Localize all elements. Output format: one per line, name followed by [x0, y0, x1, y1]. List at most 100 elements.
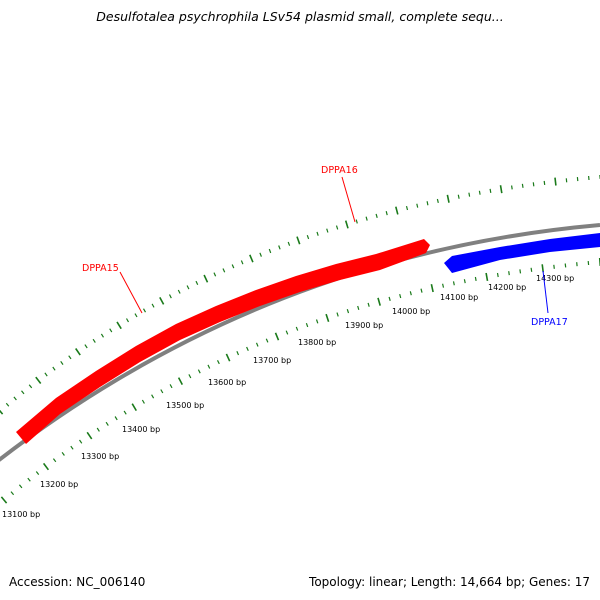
inner-tick-minor: [530, 267, 533, 272]
outer-tick-minor: [134, 313, 138, 318]
gene-label-dppa16[interactable]: DPPA16: [321, 165, 358, 176]
inner-tick-ring: [0, 257, 600, 504]
inner-tick-major: [0, 496, 8, 504]
outer-tick-minor: [213, 272, 217, 277]
ruler-label: 13600 bp: [208, 378, 246, 387]
outer-tick-minor: [28, 384, 33, 389]
inner-tick-minor: [357, 305, 360, 310]
outer-tick-major: [203, 274, 209, 283]
outer-tick-minor: [468, 192, 471, 197]
inner-tick-minor: [35, 471, 40, 475]
genome-summary-text: Topology: linear; Length: 14,664 bp; Gen…: [309, 575, 590, 589]
outer-tick-minor: [326, 228, 329, 233]
outer-tick-major: [249, 254, 254, 263]
map-title: Desulfotalea psychrophila LSv54 plasmid …: [96, 9, 504, 24]
inner-tick-minor: [197, 369, 201, 374]
gene-labels: DPPA15 DPPA16 DPPA17: [82, 165, 568, 328]
inner-tick-minor: [96, 427, 100, 432]
inner-tick-minor: [265, 338, 269, 343]
outer-tick-minor: [109, 328, 113, 333]
outer-tick-minor: [177, 289, 181, 294]
inner-tick-minor: [246, 346, 249, 351]
outer-tick-major: [116, 321, 122, 330]
outer-tick-minor: [151, 303, 155, 308]
inner-tick-major: [325, 313, 330, 322]
outer-tick-minor: [355, 219, 358, 224]
inner-tick-minor: [409, 291, 412, 296]
gene-arrow-dppa17[interactable]: [444, 233, 600, 273]
outer-tick-minor: [240, 260, 244, 265]
outer-tick-minor: [21, 390, 25, 395]
inner-tick-minor: [70, 445, 74, 450]
outer-tick-minor: [125, 318, 130, 323]
outer-tick-minor: [60, 360, 64, 365]
outer-tick-minor: [436, 198, 439, 204]
inner-tick-major: [177, 377, 184, 385]
inner-tick-minor: [305, 323, 309, 328]
outer-tick-minor: [385, 211, 388, 216]
inner-tick-minor: [18, 484, 23, 489]
inner-tick-minor: [474, 276, 477, 282]
ruler-label: 13200 bp: [40, 480, 78, 489]
ruler-label: 13900 bp: [345, 321, 383, 330]
backbone-track: [0, 223, 600, 462]
ruler-labels: 13100 bp 13200 bp 13300 bp 13400 bp 13500 bp…: [2, 274, 574, 519]
inner-tick-minor: [255, 342, 259, 347]
outer-tick-minor: [100, 333, 105, 338]
inner-tick-minor: [564, 263, 567, 268]
outer-tick-major: [35, 376, 42, 384]
inner-tick-minor: [285, 330, 289, 335]
inner-tick-major: [274, 332, 280, 341]
outer-tick-minor: [52, 366, 56, 371]
outer-tick-major: [499, 185, 503, 194]
outer-tick-minor: [84, 344, 88, 349]
inner-tick-minor: [295, 326, 299, 331]
outer-tick-minor: [478, 190, 481, 195]
outer-tick-minor: [13, 396, 17, 401]
outer-tick-minor: [306, 235, 310, 240]
inner-tick-major: [225, 353, 231, 362]
inner-tick-minor: [114, 416, 118, 421]
outer-tick-minor: [375, 213, 378, 218]
inner-tick-major: [430, 284, 434, 293]
gene-label-dppa17[interactable]: DPPA17: [531, 317, 568, 328]
inner-tick-minor: [367, 302, 370, 307]
inner-tick-minor: [79, 439, 83, 444]
ruler-label: 13100 bp: [2, 510, 40, 519]
outer-tick-minor: [222, 268, 226, 273]
inner-tick-minor: [141, 399, 145, 404]
ruler-label: 13300 bp: [81, 452, 119, 461]
outer-tick-minor: [543, 180, 546, 185]
inner-tick-minor: [519, 269, 522, 274]
inner-tick-minor: [496, 272, 499, 278]
ruler-label: 13800 bp: [298, 338, 336, 347]
gene-arrow-dppa15-dppa16[interactable]: [16, 239, 430, 444]
dppa15-label-leader: [119, 271, 143, 314]
inner-tick-minor: [52, 458, 57, 463]
accession-text: Accession: NC_006140: [9, 575, 146, 589]
outer-tick-minor: [287, 241, 291, 246]
outer-tick-minor: [142, 308, 147, 313]
inner-tick-minor: [27, 477, 31, 482]
outer-tick-minor: [426, 201, 429, 206]
ruler-label: 14100 bp: [440, 293, 478, 302]
dppa16-label-leader: [341, 176, 356, 223]
outer-tick-major: [395, 206, 399, 215]
inner-tick-minor: [553, 264, 555, 269]
inner-tick-major: [131, 403, 137, 412]
outer-tick-major: [344, 220, 349, 229]
gene-label-dppa15[interactable]: DPPA15: [82, 263, 119, 274]
outer-tick-minor: [5, 402, 10, 407]
ruler-label: 13700 bp: [253, 356, 291, 365]
inner-tick-minor: [315, 319, 319, 324]
outer-tick-minor: [405, 205, 409, 211]
inner-tick-minor: [508, 271, 510, 276]
inner-tick-minor: [452, 281, 455, 286]
inner-tick-minor: [346, 309, 350, 314]
outer-tick-major: [159, 297, 165, 305]
outer-tick-minor: [521, 183, 524, 188]
ruler-label: 14000 bp: [392, 307, 430, 316]
outer-tick-minor: [278, 245, 281, 250]
inner-tick-minor: [399, 293, 402, 299]
